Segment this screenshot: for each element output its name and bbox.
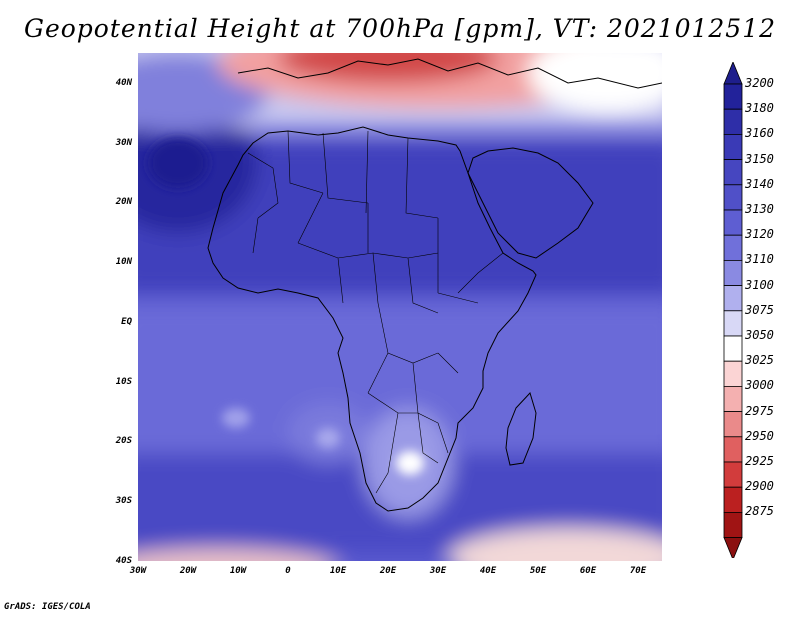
- colorbar-label: 2975: [745, 403, 774, 418]
- colorbar-label: 3200: [745, 76, 774, 90]
- local-features: [148, 138, 424, 475]
- lat-label-30s: 30S: [115, 496, 132, 506]
- colorbar-label: 2925: [745, 454, 774, 468]
- colorbar-swatch: [723, 360, 743, 387]
- colorbar-swatch: [723, 83, 743, 110]
- grads-credit: GrADS: IGES/COLA: [4, 602, 91, 612]
- lon-label-30w: 30W: [129, 566, 147, 576]
- colorbar-label: 2875: [745, 504, 774, 519]
- lon-label-50e: 50E: [529, 566, 547, 576]
- lon-label-40e: 40E: [479, 566, 497, 576]
- lon-label-10w: 10W: [229, 566, 247, 576]
- colorbar-swatch: [723, 461, 743, 488]
- colorbar-swatch: [723, 335, 743, 362]
- colorbar-label: 3000: [745, 378, 774, 393]
- colorbar-label: 2900: [745, 479, 774, 494]
- colorbar-label: 3075: [745, 302, 774, 317]
- colorbar-swatch: [723, 310, 743, 337]
- lon-label-60e: 60E: [579, 566, 597, 576]
- colorbar-swatch: [723, 385, 743, 412]
- lon-label-0: 0: [285, 566, 291, 576]
- colorbar-label: 2950: [745, 428, 774, 443]
- colorbar-swatch: [723, 108, 743, 135]
- lon-label-20e: 20E: [379, 566, 397, 576]
- colorbar-swatch: [723, 511, 743, 538]
- lat-label-20s: 20S: [115, 436, 132, 446]
- colorbar-swatch: [723, 234, 743, 261]
- lat-label-40s: 40S: [115, 556, 132, 566]
- colorbar-swatch: [723, 285, 743, 312]
- colorbar-top-arrow: [723, 62, 743, 85]
- colorbar-label: 3025: [745, 353, 774, 368]
- colorbar-label: 3140: [745, 176, 774, 191]
- lat-label-30n: 30N: [115, 138, 132, 148]
- map-canvas: [138, 53, 662, 561]
- colorbar-swatch: [723, 134, 743, 161]
- colorbar-label: 3150: [745, 151, 774, 166]
- coastlines: [207, 58, 662, 512]
- colorbar-label: 3160: [745, 126, 774, 141]
- colorbar-swatch: [723, 486, 743, 513]
- colorbar-swatch: [723, 184, 743, 211]
- lat-label-10n: 10N: [115, 257, 132, 267]
- colorbar-swatch: [723, 259, 743, 286]
- lon-label-30e: 30E: [429, 566, 447, 576]
- colorbar-label: 3120: [745, 227, 774, 242]
- colorbar-swatch: [723, 159, 743, 186]
- colorbar-swatch: [723, 209, 743, 236]
- lon-label-20w: 20W: [179, 566, 197, 576]
- lat-label-eq: EQ: [121, 317, 132, 327]
- colorbar-bottom-arrow: [723, 537, 743, 558]
- lat-label-20n: 20N: [115, 197, 132, 207]
- country-borders: [247, 130, 504, 494]
- colorbar-label: 3110: [745, 252, 774, 267]
- arabia-outline: [467, 147, 594, 259]
- madagascar-outline: [505, 392, 537, 466]
- lon-label-70e: 70E: [629, 566, 647, 576]
- colorbar-swatch: [723, 411, 743, 438]
- lon-label-10e: 10E: [329, 566, 347, 576]
- map-panel: [138, 53, 662, 561]
- colorbar-label: 3130: [745, 202, 774, 216]
- colorbar-label: 3180: [745, 101, 774, 116]
- colorbar-label: 3100: [745, 277, 774, 292]
- map-title: Geopotential Height at 700hPa [gpm], VT:…: [23, 14, 777, 43]
- colorbar: [723, 62, 743, 558]
- lat-label-10s: 10S: [115, 377, 132, 387]
- colorbar-swatch: [723, 436, 743, 463]
- lat-label-40n: 40N: [115, 78, 132, 88]
- colorbar-label: 3050: [745, 328, 774, 342]
